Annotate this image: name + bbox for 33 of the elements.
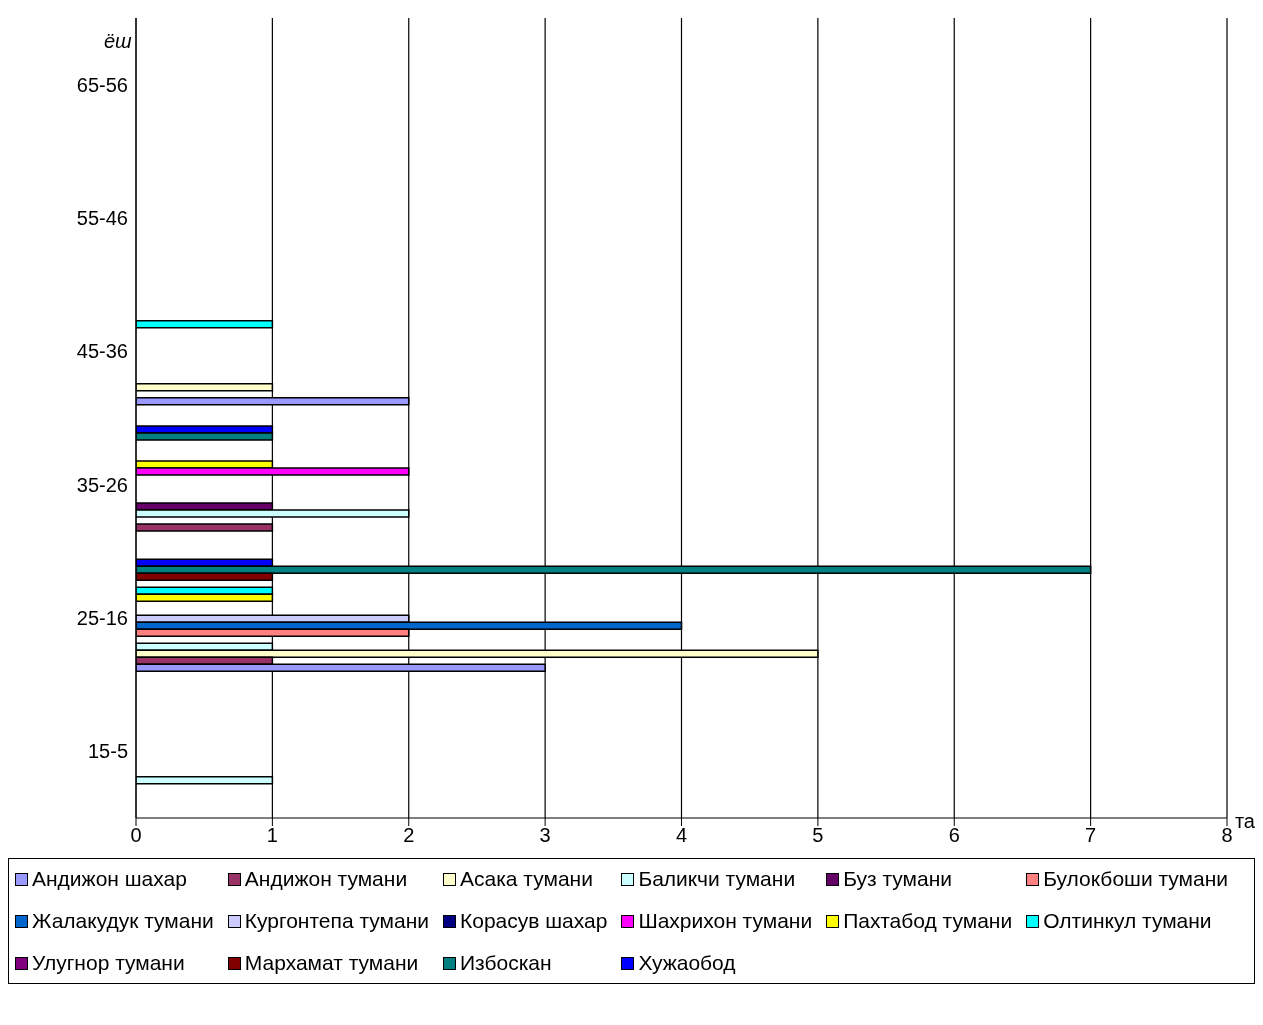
- legend-label: Избоскан: [459, 951, 552, 975]
- y-tick-label: 45-36: [76, 340, 128, 363]
- legend-label: Андижон тумани: [244, 867, 408, 891]
- legend-label: Булокбоши тумани: [1043, 867, 1229, 891]
- x-tick-label: 2: [403, 824, 415, 847]
- y-tick-label: 25-16: [76, 607, 128, 630]
- legend-label: Олтинкул тумани: [1043, 909, 1212, 933]
- x-tick-label: 5: [812, 824, 824, 847]
- legend-label: Буз тумани: [843, 867, 953, 891]
- x-axis-title: та: [1234, 810, 1255, 833]
- legend-label: Баликчи тумани: [638, 867, 796, 891]
- legend-label: Шахрихон тумани: [638, 909, 813, 933]
- legend-label: Андижон шахар: [32, 867, 187, 891]
- y-tick-label: 55-46: [76, 207, 128, 230]
- legend-label: Улугнор тумани: [32, 951, 185, 975]
- x-tick-label: 3: [539, 824, 551, 847]
- legend-label: Асака тумани: [459, 867, 593, 891]
- y-axis-title: ёш: [104, 30, 132, 53]
- legend-label: Кургонтепа тумани: [244, 909, 429, 933]
- x-tick-label: 6: [948, 824, 960, 847]
- y-tick-label: 35-26: [76, 473, 128, 496]
- x-tick-label: 0: [130, 824, 142, 847]
- y-tick-label: 65-56: [76, 73, 128, 96]
- x-tick-label: 1: [266, 824, 278, 847]
- legend-label: Пахтабод тумани: [843, 909, 1013, 933]
- x-tick-label: 7: [1085, 824, 1097, 847]
- legend-label: Жалакудук тумани: [32, 909, 214, 933]
- x-tick-label: 8: [1221, 824, 1233, 847]
- legend-label: Корасув шахар: [459, 909, 608, 933]
- x-tick-label: 4: [675, 824, 688, 847]
- legend-label: Хужаобод: [638, 951, 736, 975]
- y-tick-label: 15-5: [87, 740, 128, 763]
- legend-label: Мархамат тумани: [244, 951, 419, 975]
